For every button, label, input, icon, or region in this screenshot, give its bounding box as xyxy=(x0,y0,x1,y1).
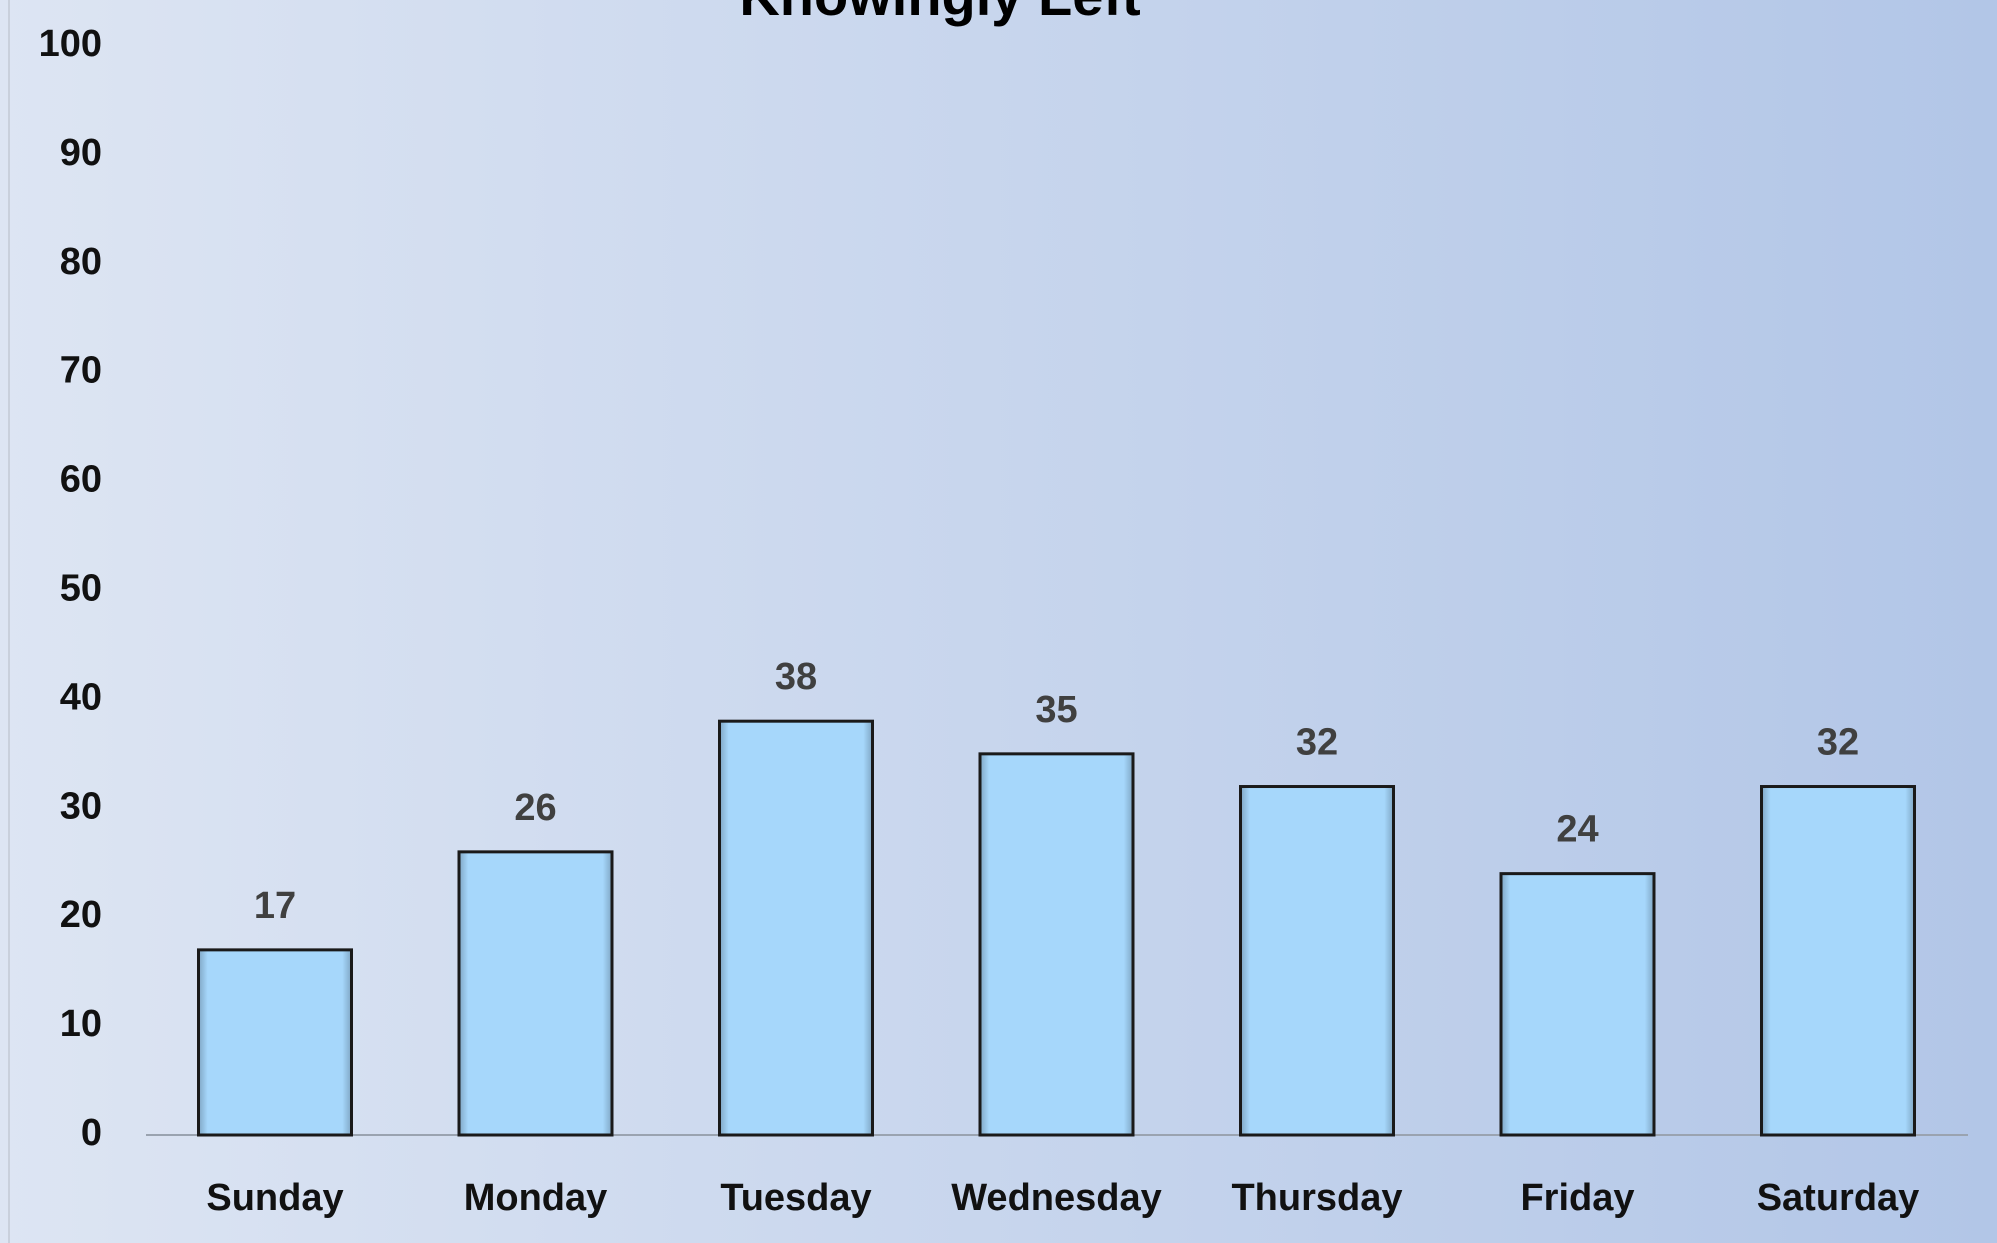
y-tick-label: 60 xyxy=(60,459,102,501)
x-tick-label: Monday xyxy=(464,1177,608,1219)
bar xyxy=(1499,872,1656,1137)
data-label: 24 xyxy=(1556,809,1598,851)
x-tick-label: Wednesday xyxy=(951,1177,1161,1219)
x-tick-label: Saturday xyxy=(1757,1177,1920,1219)
bar xyxy=(457,850,614,1137)
data-label: 26 xyxy=(514,787,556,829)
y-tick-label: 30 xyxy=(60,785,102,827)
x-tick-label: Friday xyxy=(1520,1177,1634,1219)
data-label: 17 xyxy=(254,885,296,927)
bar xyxy=(1239,785,1395,1137)
x-tick-label: Tuesday xyxy=(720,1177,871,1219)
y-tick-label: 50 xyxy=(60,568,102,610)
bar xyxy=(978,752,1135,1137)
y-tick-label: 0 xyxy=(81,1112,102,1154)
x-tick-label: Thursday xyxy=(1231,1177,1402,1219)
y-tick-label: 100 xyxy=(39,23,102,65)
y-tick-label: 90 xyxy=(60,132,102,174)
y-tick-label: 40 xyxy=(60,676,102,718)
data-label: 32 xyxy=(1817,722,1859,764)
y-tick-label: 80 xyxy=(60,241,102,283)
chart-title: Knowingly Left xyxy=(739,0,1140,27)
bar xyxy=(718,719,874,1137)
bar xyxy=(197,948,353,1137)
bar xyxy=(1760,785,1916,1137)
y-tick-label: 10 xyxy=(60,1003,102,1045)
data-label: 35 xyxy=(1035,689,1077,731)
data-label: 38 xyxy=(775,656,817,698)
y-tick-label: 20 xyxy=(60,894,102,936)
x-tick-label: Sunday xyxy=(206,1177,343,1219)
data-label: 32 xyxy=(1296,722,1338,764)
y-tick-label: 70 xyxy=(60,350,102,392)
